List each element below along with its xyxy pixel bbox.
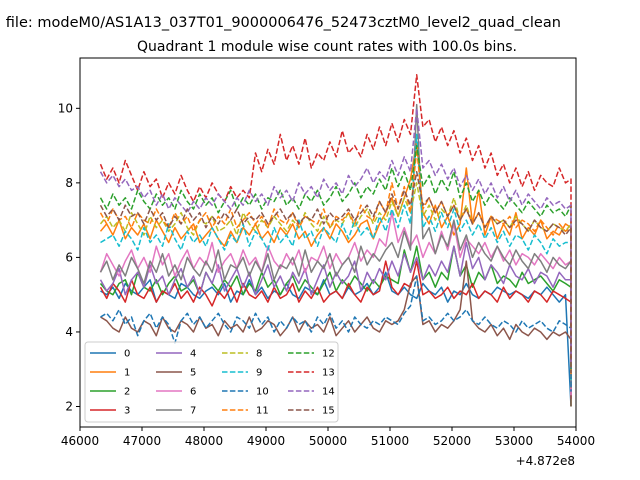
plot-area (99, 74, 572, 407)
y-tick-label: 6 (65, 250, 73, 264)
legend-label-9: 9 (256, 368, 262, 379)
axes: 46000 47000 48000 49000 50000 51000 52000 53000… (58, 57, 595, 448)
x-axis-offset-label: +4.872e8 (516, 454, 575, 468)
series-line-9 (100, 133, 572, 381)
series-line-3 (99, 260, 572, 399)
legend-label-0: 0 (124, 349, 130, 360)
x-tick-label: 51000 (371, 434, 409, 448)
y-tick-label: 4 (65, 325, 73, 339)
series-line-5 (100, 260, 572, 407)
y-tick-label: 10 (58, 101, 73, 115)
legend-label-12: 12 (322, 349, 335, 360)
legend-label-10: 10 (256, 387, 269, 398)
legend-label-14: 14 (322, 387, 335, 398)
y-tick-label: 2 (65, 400, 73, 414)
legend-label-8: 8 (256, 349, 262, 360)
legend-label-6: 6 (190, 387, 196, 398)
legend-label-7: 7 (190, 406, 196, 417)
series-line-12 (99, 144, 572, 370)
x-tick-label: 49000 (247, 434, 285, 448)
y-tick-label: 8 (65, 176, 73, 190)
x-tick-label: 54000 (557, 434, 595, 448)
legend-label-5: 5 (190, 368, 196, 379)
legend-label-13: 13 (322, 368, 335, 379)
legend-label-2: 2 (124, 387, 130, 398)
x-tick-label: 46000 (61, 434, 99, 448)
series-line-14 (99, 107, 572, 366)
figure-suptitle: n file: modeM0/AS1A13_037T01_9000006476_… (0, 15, 561, 31)
legend-box (84, 341, 339, 423)
legend-label-3: 3 (124, 406, 130, 417)
x-tick-label: 50000 (309, 434, 347, 448)
x-tick-label: 48000 (185, 434, 223, 448)
chart-title: Quadrant 1 module wise count rates with … (137, 39, 517, 55)
series-line-2 (99, 245, 572, 407)
legend-label-1: 1 (124, 368, 130, 379)
x-tick-label: 47000 (123, 434, 161, 448)
legend-label-11: 11 (256, 406, 269, 417)
x-tick-label: 53000 (495, 434, 533, 448)
x-tick-label: 52000 (433, 434, 471, 448)
legend-label-15: 15 (322, 406, 335, 417)
series-line-8 (99, 182, 572, 385)
series-line-13 (99, 74, 572, 362)
series-line-10 (100, 275, 572, 392)
legend-label-4: 4 (190, 349, 196, 360)
series-line-4 (99, 241, 572, 399)
series-line-15 (99, 170, 572, 373)
series-line-1 (99, 141, 572, 396)
series-line-7 (99, 103, 572, 388)
